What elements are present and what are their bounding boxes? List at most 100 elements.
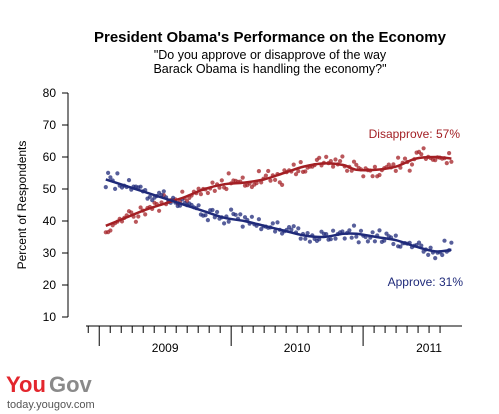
logo-you-text: You	[6, 372, 46, 397]
footer-url: today.yougov.com	[7, 399, 95, 411]
disapprove-point	[268, 178, 273, 183]
approve-point	[233, 212, 238, 217]
disapprove-point	[396, 155, 401, 160]
approve-point	[240, 224, 245, 229]
disapprove-point	[136, 214, 141, 219]
disapprove-point	[409, 162, 415, 167]
disapprove-point	[393, 168, 398, 173]
y-tick-label: 40	[43, 214, 57, 228]
chart-subtitle-line-2: Barack Obama is handling the economy?"	[153, 62, 386, 76]
disapprove-point	[354, 162, 359, 167]
disapprove-point	[370, 174, 375, 179]
disapprove-point	[256, 169, 261, 174]
approve-point	[358, 228, 364, 233]
disapprove-point	[266, 168, 271, 174]
disapprove-point	[303, 169, 308, 174]
disapprove-point	[331, 164, 336, 169]
disapprove-point	[386, 162, 391, 167]
disapprove-point	[338, 159, 343, 164]
x-year-label: 2011	[416, 341, 442, 355]
disapprove-point	[273, 177, 278, 182]
disapprove-point	[210, 180, 215, 185]
approve-point	[106, 170, 111, 175]
disapprove-point	[449, 159, 454, 164]
approve-point	[365, 239, 370, 244]
approve-point	[370, 230, 375, 235]
approve-point	[108, 175, 113, 180]
yougov-logo: You Gov	[6, 372, 93, 397]
approve-point	[398, 244, 403, 249]
approve-point	[256, 217, 261, 222]
approve-point	[273, 229, 278, 234]
y-axis-label: Percent of Respondents	[15, 141, 29, 270]
disapprove-point	[212, 188, 217, 193]
approve-point	[433, 256, 438, 261]
disapprove-point	[219, 178, 224, 183]
y-tick-label: 20	[43, 278, 57, 292]
approve-point	[428, 245, 433, 250]
y-tick-label: 80	[43, 86, 57, 100]
approve-point	[382, 238, 387, 243]
disapprove-point	[296, 169, 301, 174]
disapprove-point	[226, 171, 231, 176]
approve-point	[342, 236, 347, 241]
approve-point	[354, 234, 359, 239]
approve-trend-line	[105, 178, 452, 253]
approve-point	[333, 236, 338, 241]
disapprove-point	[377, 172, 382, 178]
disapprove-point	[157, 208, 162, 213]
x-year-label: 2009	[152, 341, 179, 355]
disapprove-point	[298, 160, 303, 165]
approve-point	[298, 236, 303, 241]
approve-point	[351, 223, 357, 228]
approve-point	[296, 226, 301, 231]
disapprove-point	[421, 146, 426, 151]
disapprove-point	[205, 190, 210, 196]
disapprove-point	[240, 175, 245, 180]
disapprove-point	[444, 161, 449, 166]
approve-point	[126, 178, 132, 183]
y-tick-label: 60	[43, 150, 57, 164]
y-ticks: 10 20 30 40 50 60 70 80	[43, 86, 68, 324]
disapprove-point	[263, 173, 268, 178]
approve-point	[442, 238, 447, 243]
disapprove-point	[351, 159, 357, 164]
disapprove-point	[198, 192, 203, 197]
disapprove-point	[419, 152, 424, 157]
disapprove-point	[143, 212, 148, 217]
disapprove-point	[108, 228, 113, 233]
disapprove-point	[340, 154, 345, 159]
approve-point	[238, 212, 243, 217]
approve-point	[205, 218, 210, 223]
approve-point	[331, 228, 336, 233]
approve-point	[226, 219, 231, 224]
disapprove-point	[333, 157, 338, 162]
y-tick-label: 50	[43, 182, 57, 196]
disapprove-point	[133, 219, 138, 224]
disapprove-point	[180, 189, 185, 194]
chart-title: President Obama's Performance on the Eco…	[94, 29, 447, 46]
x-year-labels: 2009 2010 2011	[152, 341, 442, 355]
approve-point	[113, 186, 118, 191]
disapprove-point	[293, 172, 299, 177]
approve-point	[210, 207, 215, 213]
disapprove-trend-line	[105, 155, 452, 227]
approve-point	[356, 240, 361, 245]
disapprove-point	[391, 162, 396, 167]
disapprove-point	[317, 155, 322, 160]
approve-point	[347, 228, 352, 233]
approve-point	[161, 189, 166, 194]
approve-point	[196, 203, 201, 208]
approve-point	[324, 232, 329, 237]
approve-point	[328, 237, 333, 242]
approve-point	[229, 207, 234, 212]
y-tick-label: 10	[43, 310, 57, 324]
disapprove-point	[372, 164, 377, 169]
disapprove-point	[138, 205, 143, 210]
approve-point	[305, 231, 310, 236]
disapprove-point	[129, 210, 134, 215]
x-year-label: 2010	[284, 341, 311, 355]
approve-point	[171, 195, 176, 200]
approve-point	[103, 185, 108, 190]
